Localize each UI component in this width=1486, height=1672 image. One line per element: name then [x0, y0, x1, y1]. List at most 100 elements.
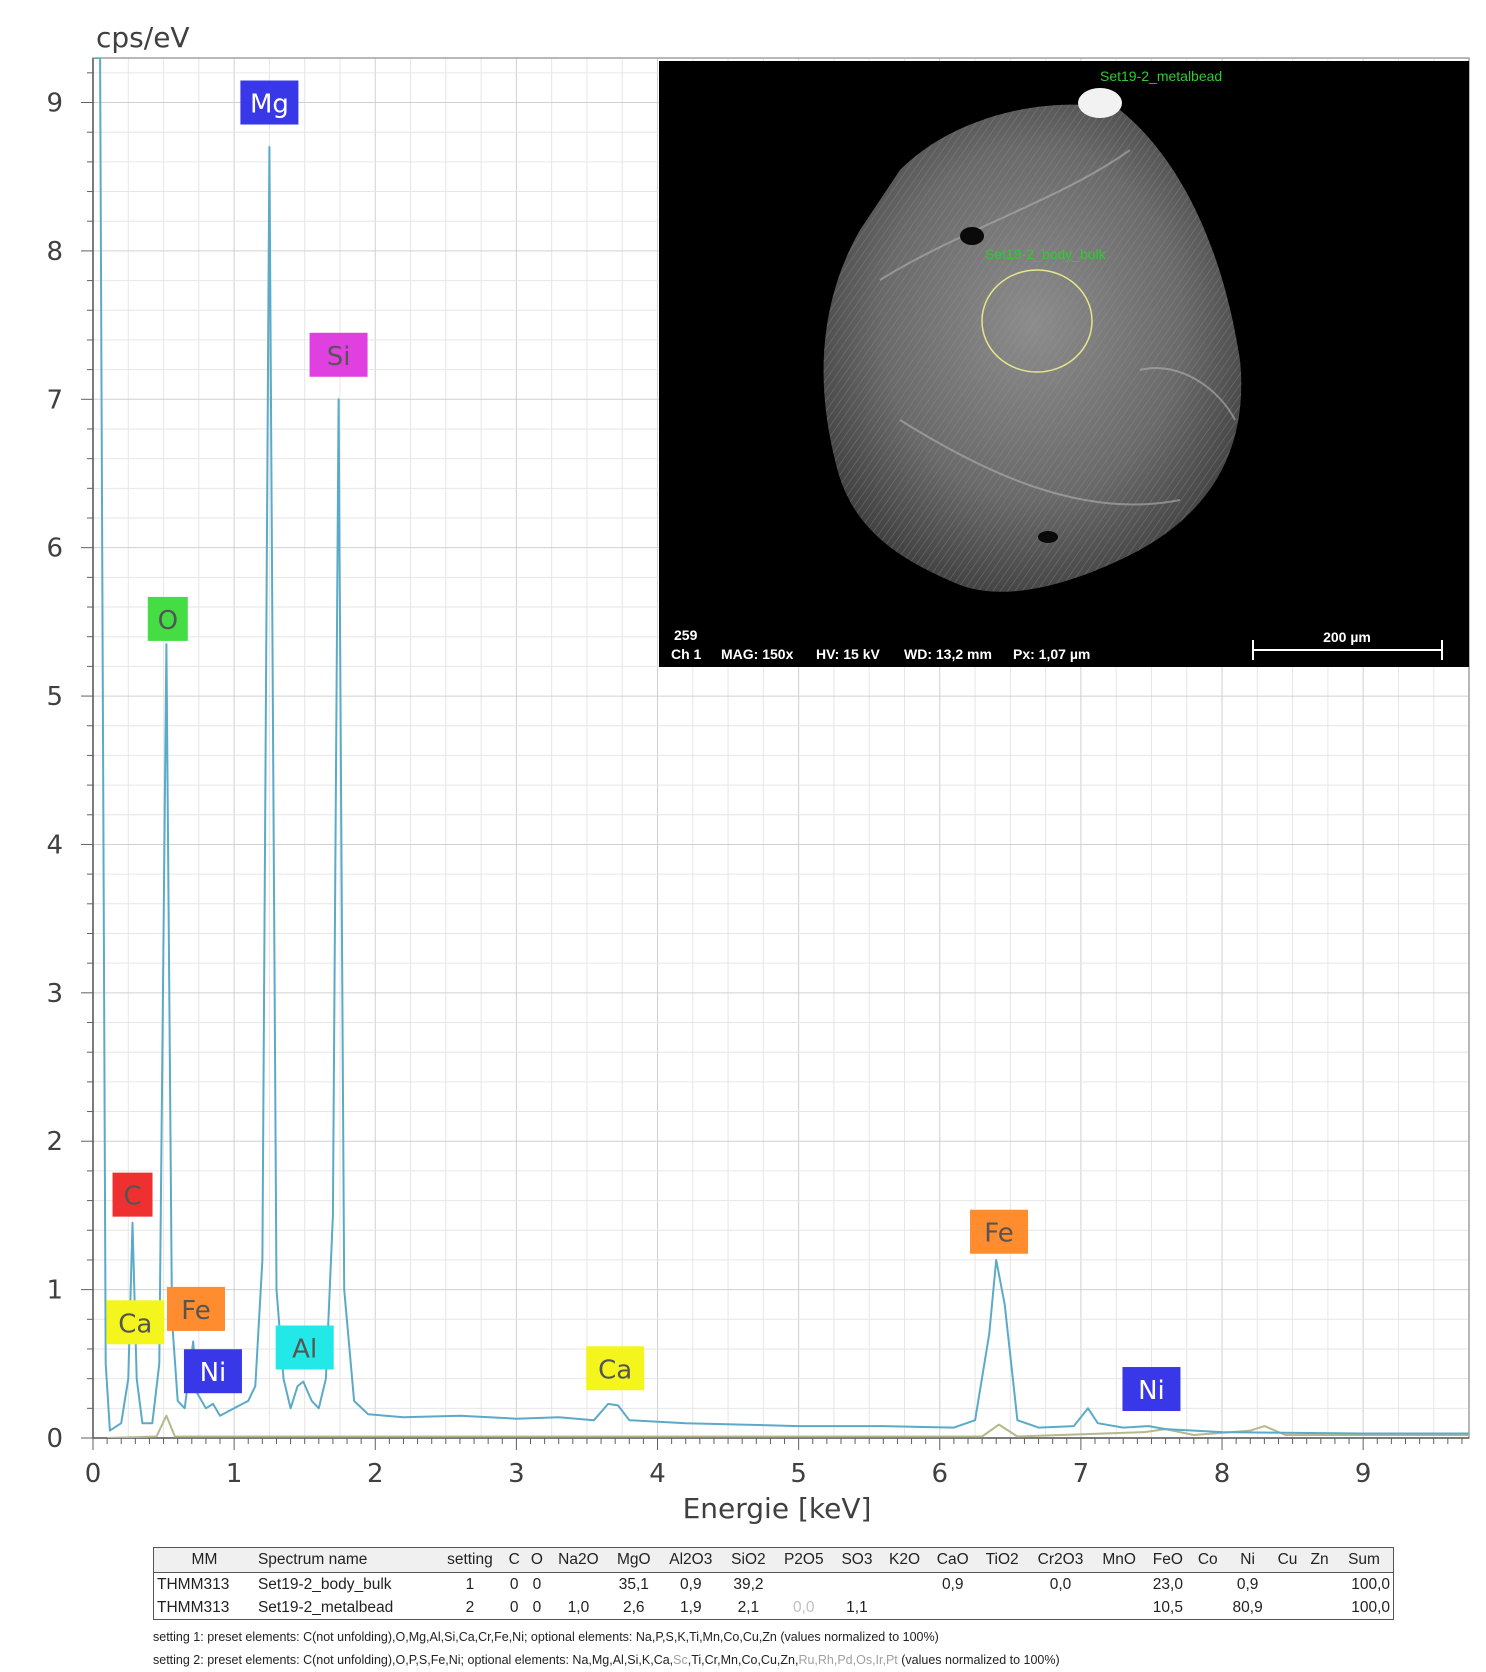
axes: [81, 57, 1470, 1450]
table-cell: THMM313: [157, 1598, 230, 1616]
peak-label-text: O: [158, 606, 178, 636]
column-header: TiO2: [977, 1547, 1028, 1573]
peak-labels: Mg Si O C Ca Fe Ni Al Ca Fe Ni: [106, 80, 1181, 1412]
x-tick-label: 7: [1073, 1459, 1090, 1489]
scale-bar: [1252, 640, 1443, 660]
composition-table: MM Spectrum name setting C O Na2O MgO Al2O3 SiO2…: [153, 1547, 1394, 1620]
table-row: THMM313 Set19-2_body_bulk 1 0 0 35,1 0,9 39,2 0,…: [154, 1573, 1394, 1597]
column-header: setting: [436, 1547, 504, 1573]
table-cell: [928, 1596, 977, 1620]
x-tick-label: 5: [790, 1459, 807, 1489]
sem-pixel-size: Px: 1,07 µm: [1013, 646, 1090, 662]
y-tick-label: 8: [46, 237, 63, 267]
column-header: Na2O: [548, 1547, 609, 1573]
column-header: Al2O3: [659, 1547, 723, 1573]
series-layer: [93, 58, 1469, 1438]
grain-texture: [823, 104, 1242, 592]
pore: [1038, 531, 1058, 543]
column-header: SiO2: [722, 1547, 775, 1573]
table-cell: [1304, 1596, 1335, 1620]
column-header: MM: [153, 1547, 255, 1573]
peak-label: O: [147, 596, 188, 641]
column-header: P2O5: [774, 1547, 834, 1573]
table-cell: 1,0: [567, 1598, 590, 1616]
table-cell: [833, 1573, 881, 1597]
x-tick-label: 2: [367, 1459, 384, 1489]
peak-label: Ni: [183, 1349, 242, 1394]
y-tick-label: 7: [46, 385, 63, 415]
table-cell: 0,0: [793, 1598, 815, 1616]
peak-label-text: Ni: [1138, 1376, 1165, 1406]
table-cell: THMM313: [157, 1575, 230, 1593]
table-cell: 0: [509, 1575, 519, 1593]
table-cell: 2: [465, 1598, 475, 1616]
bulk-region-marker: [981, 269, 1093, 373]
column-header: MgO: [608, 1547, 660, 1573]
table-cell: [1304, 1573, 1335, 1597]
peak-label-text: Fe: [984, 1219, 1014, 1249]
table-cell: [1027, 1596, 1093, 1620]
peak-label-box: [106, 1300, 165, 1345]
tick-labels: 0 1 2 3 4 5 6 7 8 9 0 1 2 3 4 5 6 7 8 9: [46, 89, 1371, 1489]
settings-notes: setting 1: preset elements: C(not unfold…: [153, 1626, 1394, 1672]
peak-label: Mg: [240, 80, 299, 125]
x-tick-label: 9: [1355, 1459, 1372, 1489]
setting-2-note-pgm: Ru,Rh,Pd,Os,Ir,Pt: [798, 1653, 898, 1667]
y-axis-title: cps/eV: [96, 21, 190, 54]
peak-label-box: [275, 1325, 334, 1370]
table-cell: 0: [532, 1598, 542, 1616]
peak-label-box: [970, 1209, 1029, 1254]
table-cell: 100,0: [1351, 1598, 1390, 1616]
peak-label-box: [240, 80, 299, 125]
column-header: MnO: [1093, 1547, 1145, 1573]
table-cell: [881, 1596, 929, 1620]
peak-label: Fe: [970, 1209, 1029, 1254]
pore: [960, 227, 984, 245]
column-header: Spectrum name: [254, 1547, 437, 1573]
table-cell: 1: [465, 1575, 475, 1593]
sem-scale-label: 200 µm: [1323, 629, 1371, 645]
peak-label-text: Fe: [181, 1296, 211, 1326]
grain-ridge: [879, 149, 1236, 506]
table-row: THMM313 Set19-2_metalbead 2 0 0 1,0 2,6 1,9 2,1 0…: [154, 1596, 1394, 1620]
peak-label-text: Mg: [250, 90, 289, 120]
peak-label: Ca: [586, 1346, 645, 1391]
table-cell: [1191, 1596, 1224, 1620]
column-header: FeO: [1144, 1547, 1192, 1573]
series-line: [93, 58, 1469, 1435]
table-cell: 2,6: [623, 1598, 645, 1616]
peak-label-box: [167, 1286, 226, 1331]
y-tick-label: 2: [46, 1127, 63, 1157]
table-cell: [1191, 1573, 1224, 1597]
column-header: Zn: [1304, 1547, 1336, 1573]
peak-label-text: C: [123, 1182, 141, 1212]
setting-1-note: setting 1: preset elements: C(not unfold…: [153, 1630, 939, 1644]
setting-2-note-c: ,Ti,Cr,Mn,Co,Cu,Zn,: [687, 1653, 799, 1667]
table-cell: 1,9: [680, 1598, 702, 1616]
table-cell: 0,9: [1236, 1575, 1259, 1593]
column-header: Cu: [1270, 1547, 1305, 1573]
setting-2-note-e: (values normalized to 100%): [897, 1653, 1060, 1667]
y-tick-label: 9: [46, 89, 63, 119]
sem-working-distance: WD: 13,2 mm: [904, 646, 992, 662]
peak-label-box: [183, 1349, 242, 1394]
table-cell: 1,1: [846, 1598, 868, 1616]
table-cell: Set19-2_metalbead: [257, 1598, 394, 1616]
peak-label: Ni: [1122, 1367, 1181, 1412]
table-body: THMM313 Set19-2_body_bulk 1 0 0 35,1 0,9 39,2 0,…: [154, 1573, 1394, 1620]
peak-label-text: Si: [327, 342, 351, 372]
table-cell: 0,9: [941, 1575, 964, 1593]
column-header: K2O: [880, 1547, 929, 1573]
column-header: Co: [1191, 1547, 1225, 1573]
column-header: C: [503, 1547, 526, 1573]
sem-micrograph: Set19-2_metalbead Set19-2_body_bulk 259 …: [659, 61, 1469, 667]
setting-2-note: setting 2: preset elements: C(not unfold…: [153, 1649, 1394, 1672]
table-cell: [549, 1573, 609, 1597]
x-tick-label: 0: [85, 1459, 102, 1489]
y-tick-label: 0: [46, 1424, 63, 1454]
table-cell: 2,1: [737, 1598, 760, 1616]
sem-channel: Ch 1: [671, 646, 702, 662]
table-cell: [1094, 1573, 1145, 1597]
table-cell: 0: [532, 1575, 542, 1593]
peak-label: C: [112, 1172, 153, 1217]
